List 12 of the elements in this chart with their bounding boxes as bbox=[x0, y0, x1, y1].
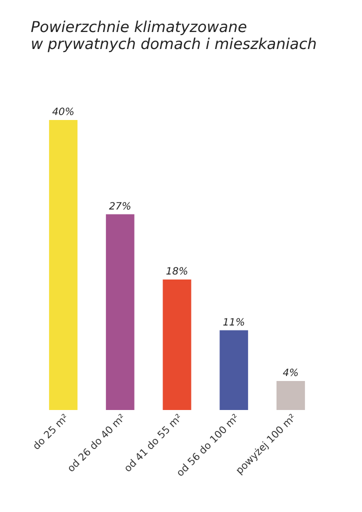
data-label: 18% bbox=[166, 266, 188, 278]
data-label: 40% bbox=[52, 107, 74, 118]
data-label: 27% bbox=[109, 201, 132, 212]
bar bbox=[49, 120, 78, 410]
bar bbox=[276, 381, 305, 410]
chart-title: Powierzchnie klimatyzowane w prywatnych domach i mieszkaniach bbox=[30, 18, 317, 53]
bar bbox=[106, 214, 134, 410]
bar bbox=[220, 330, 248, 410]
data-label: 4% bbox=[282, 368, 299, 379]
data-label: 11% bbox=[222, 317, 245, 328]
x-tick-label: do 25 m² bbox=[31, 412, 72, 452]
bar bbox=[162, 280, 192, 410]
